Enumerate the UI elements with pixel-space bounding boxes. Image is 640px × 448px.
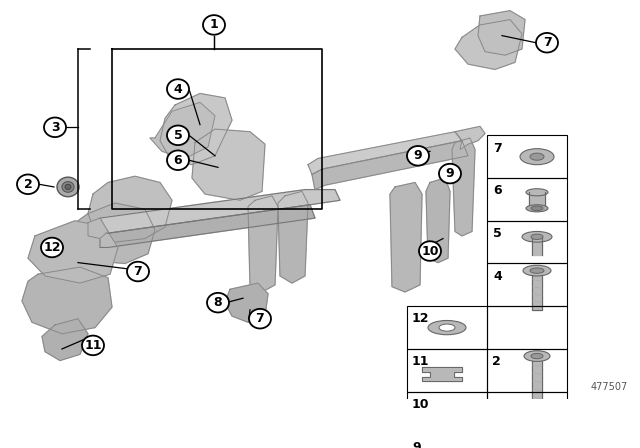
Polygon shape — [422, 367, 462, 381]
Ellipse shape — [526, 205, 548, 212]
Text: 4: 4 — [493, 270, 502, 283]
Text: 6: 6 — [493, 184, 502, 197]
Bar — [407, 435, 487, 448]
Ellipse shape — [57, 177, 79, 197]
Text: 1: 1 — [210, 18, 218, 31]
Ellipse shape — [526, 189, 548, 196]
Ellipse shape — [524, 351, 550, 362]
Bar — [407, 306, 487, 349]
Polygon shape — [312, 141, 468, 190]
Ellipse shape — [531, 353, 543, 359]
Circle shape — [167, 79, 189, 99]
Polygon shape — [100, 190, 340, 233]
Polygon shape — [452, 138, 475, 236]
Text: 8: 8 — [214, 296, 222, 309]
Ellipse shape — [428, 320, 466, 335]
Polygon shape — [495, 442, 559, 448]
Polygon shape — [308, 132, 462, 174]
Polygon shape — [160, 94, 232, 165]
Bar — [487, 392, 567, 435]
Text: 2: 2 — [492, 355, 500, 368]
Ellipse shape — [531, 234, 543, 240]
Circle shape — [167, 151, 189, 170]
Polygon shape — [426, 178, 450, 263]
Ellipse shape — [523, 265, 551, 276]
Bar — [487, 178, 567, 221]
Polygon shape — [532, 237, 542, 254]
Ellipse shape — [530, 268, 544, 273]
Circle shape — [17, 174, 39, 194]
Bar — [487, 435, 567, 448]
Circle shape — [127, 262, 149, 281]
Polygon shape — [78, 203, 155, 263]
Polygon shape — [532, 275, 542, 310]
Circle shape — [41, 238, 63, 257]
Text: 9: 9 — [413, 149, 422, 162]
Text: 12: 12 — [412, 312, 429, 325]
Text: 9: 9 — [445, 167, 454, 180]
Text: 11: 11 — [84, 339, 102, 352]
Bar — [487, 135, 567, 178]
Polygon shape — [42, 319, 88, 361]
Text: 4: 4 — [173, 82, 182, 95]
Polygon shape — [420, 406, 464, 427]
Polygon shape — [28, 221, 118, 283]
Polygon shape — [100, 205, 315, 247]
Text: 6: 6 — [173, 154, 182, 167]
Polygon shape — [192, 129, 265, 200]
Polygon shape — [22, 267, 112, 334]
Text: 9: 9 — [412, 441, 420, 448]
Polygon shape — [150, 103, 215, 159]
Bar — [487, 221, 567, 263]
Polygon shape — [529, 192, 545, 208]
Ellipse shape — [65, 184, 71, 190]
Ellipse shape — [520, 149, 554, 165]
Polygon shape — [248, 196, 278, 292]
Ellipse shape — [62, 181, 74, 192]
Bar — [407, 392, 487, 435]
Text: 12: 12 — [44, 241, 61, 254]
Text: 10: 10 — [412, 398, 429, 411]
Text: 5: 5 — [493, 227, 502, 240]
Polygon shape — [278, 191, 308, 283]
Text: 7: 7 — [493, 142, 502, 155]
Bar — [487, 263, 567, 306]
Text: 2: 2 — [24, 178, 33, 191]
Text: 11: 11 — [412, 355, 429, 368]
Polygon shape — [532, 361, 542, 436]
Ellipse shape — [530, 153, 544, 160]
Circle shape — [82, 336, 104, 355]
Circle shape — [203, 15, 225, 34]
Ellipse shape — [531, 206, 543, 211]
Ellipse shape — [439, 324, 455, 331]
Circle shape — [44, 117, 66, 137]
Circle shape — [207, 293, 229, 312]
Polygon shape — [88, 176, 172, 242]
Text: 3: 3 — [51, 121, 60, 134]
Ellipse shape — [522, 232, 552, 242]
Text: 7: 7 — [134, 265, 142, 278]
Bar — [487, 306, 567, 349]
Bar — [407, 349, 487, 392]
Text: 7: 7 — [543, 36, 552, 49]
Circle shape — [536, 33, 558, 52]
Circle shape — [249, 309, 271, 328]
Circle shape — [439, 164, 461, 183]
Polygon shape — [390, 182, 422, 292]
Text: 7: 7 — [255, 312, 264, 325]
Polygon shape — [478, 11, 525, 55]
Circle shape — [407, 146, 429, 166]
Polygon shape — [455, 126, 485, 150]
Bar — [487, 349, 567, 392]
Circle shape — [419, 241, 441, 261]
Text: 5: 5 — [173, 129, 182, 142]
Circle shape — [167, 125, 189, 145]
Polygon shape — [455, 20, 522, 69]
Polygon shape — [225, 283, 268, 322]
Text: 10: 10 — [421, 245, 439, 258]
Polygon shape — [88, 218, 108, 239]
Text: 477507: 477507 — [591, 382, 628, 392]
